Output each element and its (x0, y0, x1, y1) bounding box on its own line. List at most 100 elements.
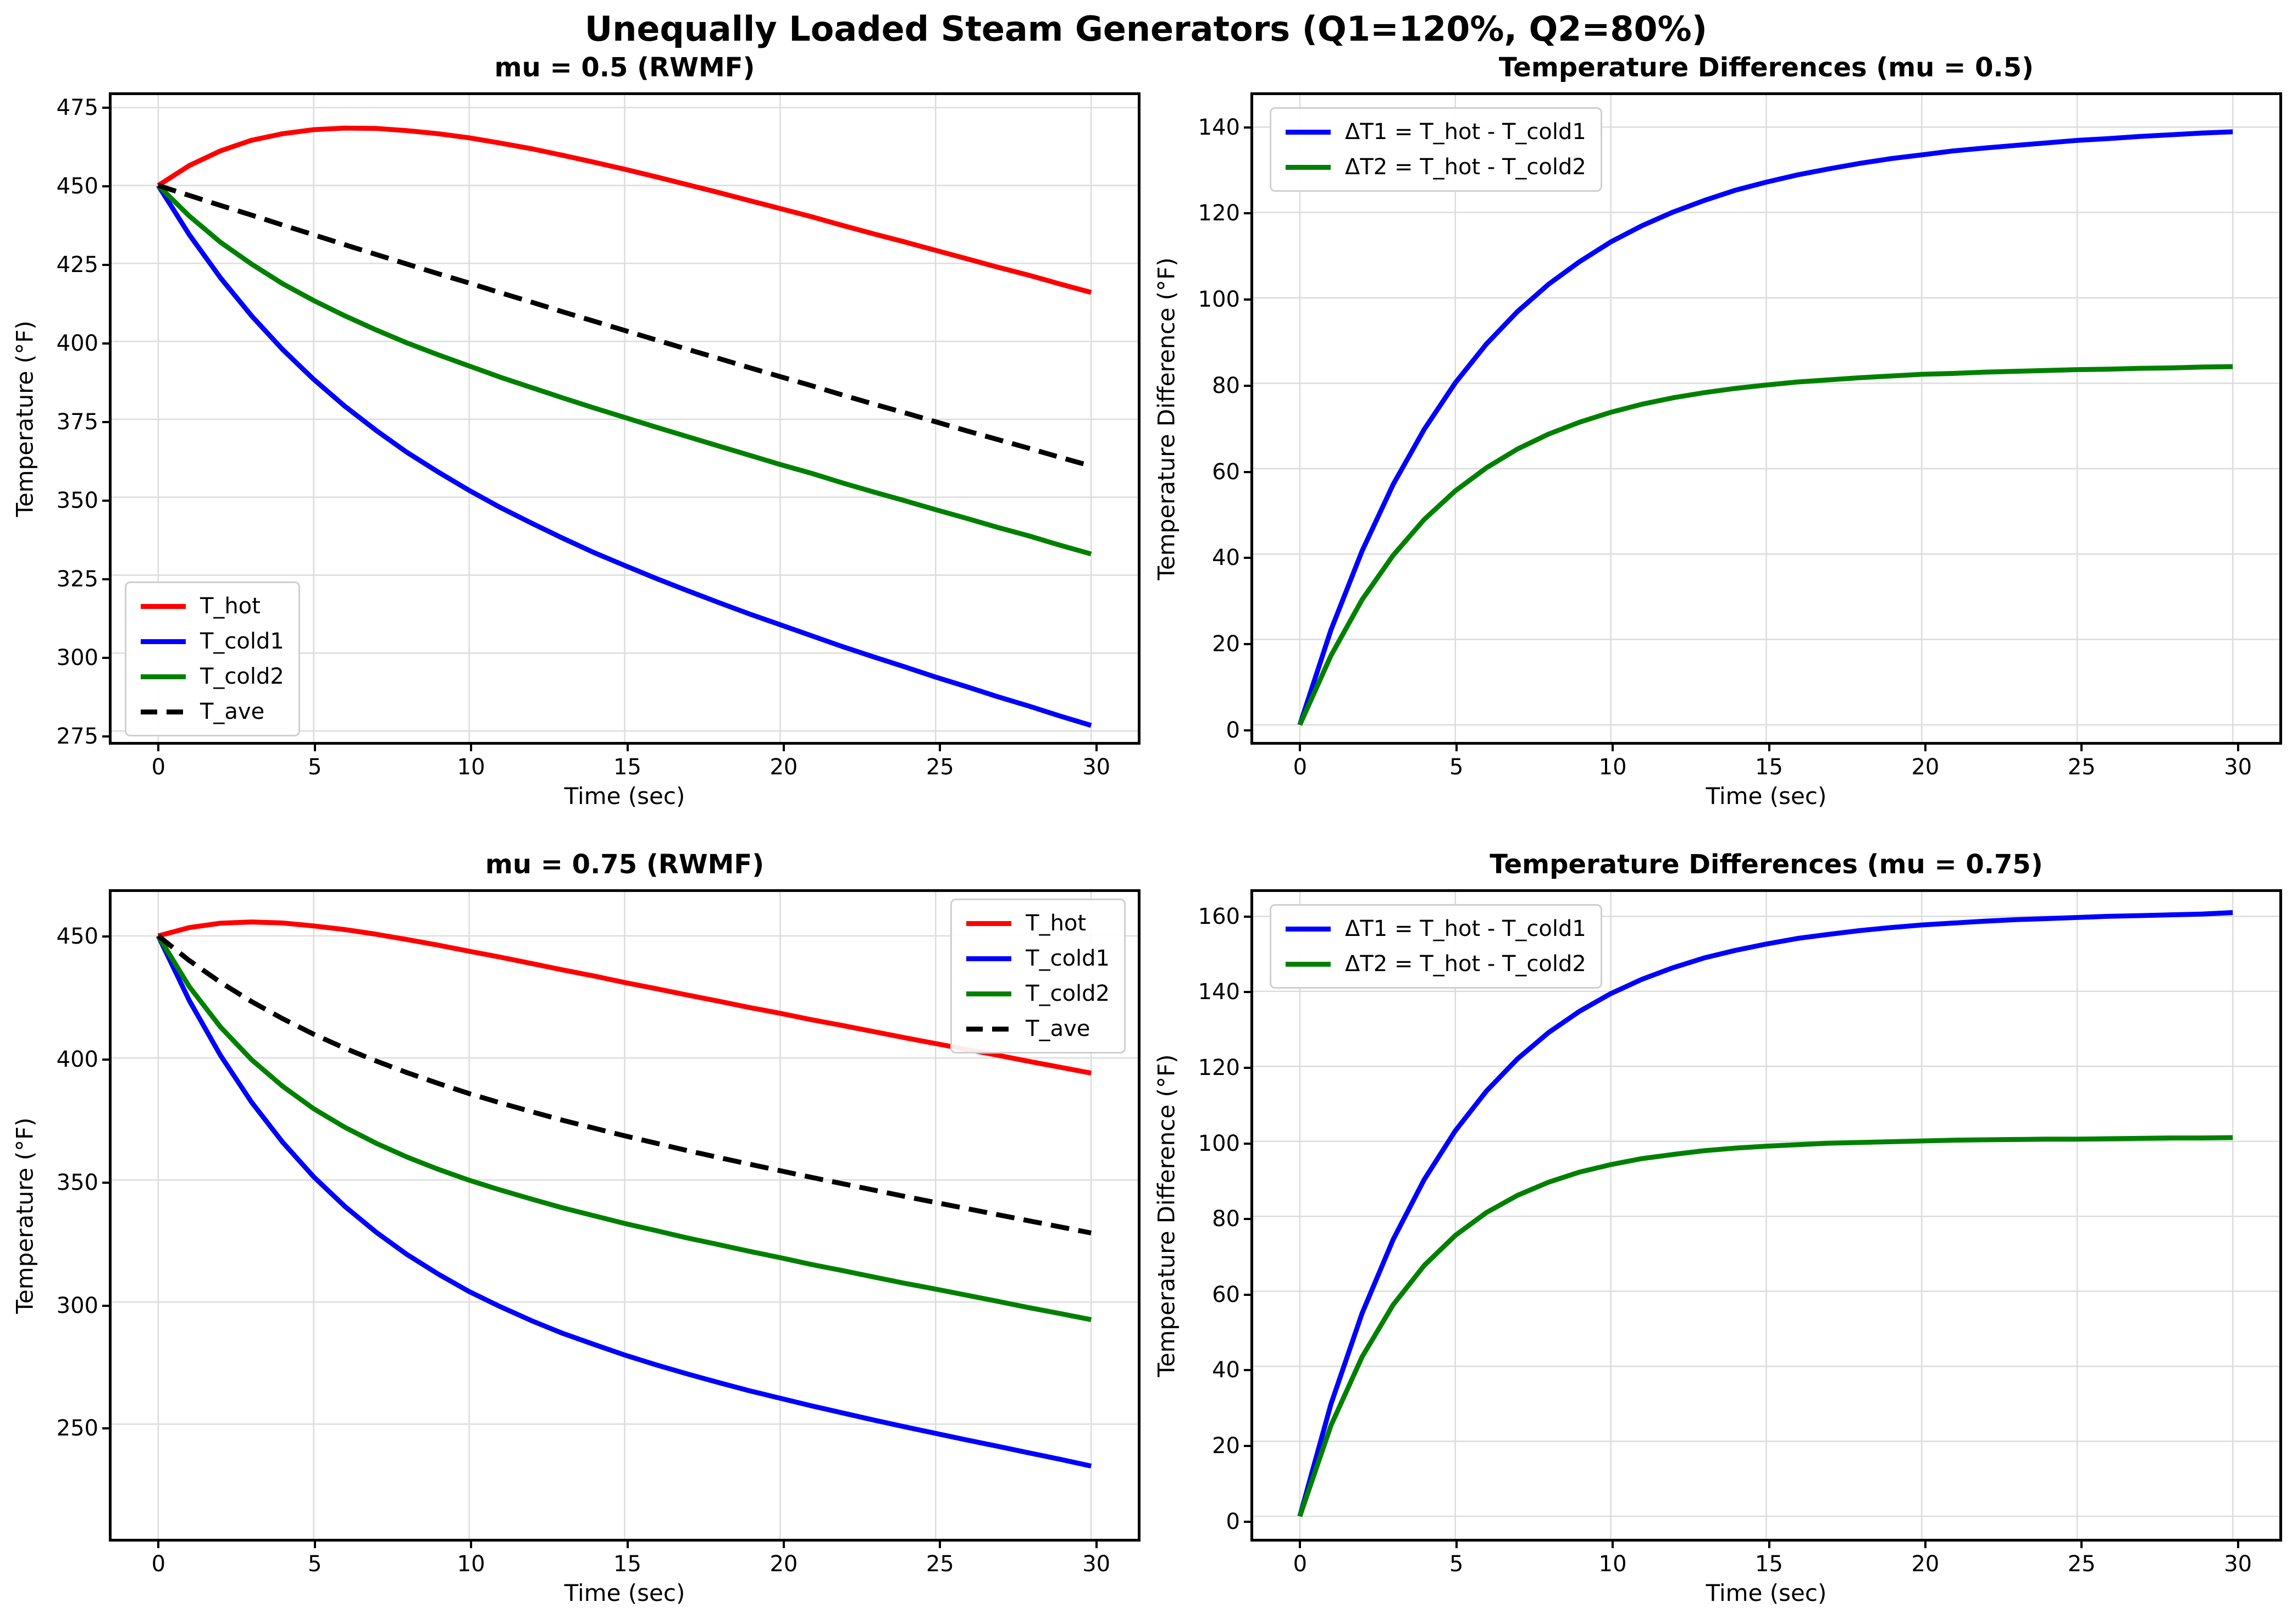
x-tick-label: 0 (1293, 755, 1308, 780)
x-tick-mark (626, 1539, 629, 1548)
legend-line-sample-T_ave (966, 1026, 1012, 1032)
legend-item: ΔT1 = T_hot - T_cold1 (1286, 914, 1586, 943)
x-tick-mark (1095, 742, 1098, 751)
y-axis-label: Temperature Difference (°F) (1153, 1054, 1180, 1377)
x-tick-label: 20 (769, 1551, 798, 1577)
x-tick-mark (470, 1539, 473, 1548)
series-line-dT2 (1297, 1135, 2233, 1517)
x-tick-label: 5 (1449, 755, 1464, 780)
plot-canvas (1253, 892, 2279, 1539)
y-tick-mark (102, 185, 112, 187)
y-tick-label: 300 (56, 1293, 98, 1318)
x-tick-mark (782, 742, 785, 751)
subplot-temp-differences-mu-05: Temperature Differences (mu = 0.5) Tempe… (1153, 52, 2282, 810)
legend-label: T_cold2 (1026, 981, 1110, 1006)
x-tick-mark (939, 1539, 942, 1548)
series-line-T_cold1 (156, 934, 1092, 1468)
y-axis-label: Temperature (°F) (11, 1117, 38, 1314)
y-tick-mark (1244, 991, 1253, 994)
y-tick-mark (102, 1058, 112, 1061)
x-tick-label: 30 (2224, 1551, 2252, 1577)
y-tick-mark (1244, 212, 1253, 215)
y-tick-label: 0 (1226, 717, 1240, 743)
legend-line-sample-dT1 (1286, 129, 1331, 135)
y-tick-label: 20 (1212, 631, 1240, 657)
legend-item: T_ave (966, 1015, 1110, 1043)
x-tick-label: 15 (1755, 755, 1783, 780)
x-tick-label: 15 (613, 1551, 641, 1577)
legend-item: T_cold1 (966, 944, 1110, 973)
legend-item: T_hot (141, 592, 284, 620)
y-tick-label: 400 (56, 1046, 98, 1072)
x-tick-mark (2080, 742, 2083, 751)
y-tick-mark (1244, 470, 1253, 473)
x-tick-mark (782, 1539, 785, 1548)
y-tick-label: 20 (1212, 1433, 1240, 1459)
legend-label: T_cold1 (200, 629, 284, 654)
series-line-T_ave (157, 934, 1092, 1235)
x-tick-mark (939, 742, 942, 751)
legend-label: T_ave (1026, 1016, 1090, 1041)
x-axis-label: Time (sec) (1706, 1579, 1827, 1606)
series-line-T_hot (157, 125, 1092, 295)
x-tick-mark (1768, 1539, 1770, 1548)
x-tick-label: 10 (457, 1551, 485, 1577)
legend-line-sample-dT2 (1286, 164, 1331, 170)
y-tick-mark (1244, 1369, 1253, 1372)
y-tick-label: 450 (56, 173, 98, 199)
y-tick-mark (1244, 126, 1253, 129)
y-tick-label: 140 (1198, 979, 1240, 1005)
y-axis-label: Temperature (°F) (11, 320, 38, 517)
legend-item: T_ave (141, 697, 284, 726)
y-tick-mark (102, 420, 112, 423)
y-tick-label: 400 (56, 330, 98, 356)
x-tick-label: 20 (1911, 1551, 1940, 1577)
y-tick-label: 60 (1212, 1282, 1240, 1307)
x-tick-mark (1924, 1539, 1926, 1548)
x-tick-mark (2236, 742, 2239, 751)
y-tick-mark (102, 499, 112, 502)
x-tick-label: 30 (1082, 755, 1111, 780)
x-tick-mark (1612, 742, 1614, 751)
legend-item: ΔT2 = T_hot - T_cold2 (1286, 950, 1586, 978)
x-tick-mark (157, 742, 160, 751)
series-line-dT2 (1297, 364, 2233, 726)
y-tick-label: 475 (56, 95, 98, 120)
x-tick-label: 30 (1082, 1551, 1111, 1577)
y-tick-mark (102, 263, 112, 266)
y-tick-mark (102, 935, 112, 938)
y-tick-label: 0 (1226, 1509, 1240, 1534)
legend: T_hot T_cold1 T_cold2 T_ave (125, 581, 300, 736)
series-line-T_ave (157, 183, 1092, 469)
legend-line-sample-T_hot (141, 603, 186, 609)
x-tick-label: 10 (457, 755, 485, 780)
y-tick-mark (102, 1427, 112, 1430)
legend-line-sample-dT2 (1286, 961, 1331, 967)
subplot-title: Temperature Differences (mu = 0.5) (1498, 52, 2034, 83)
x-tick-label: 25 (926, 1551, 954, 1577)
series-line-T_hot (157, 919, 1092, 1076)
y-tick-label: 375 (56, 409, 98, 435)
y-tick-mark (102, 656, 112, 659)
legend-label: ΔT2 = T_hot - T_cold2 (1345, 951, 1586, 977)
legend-label: ΔT1 = T_hot - T_cold1 (1345, 119, 1586, 145)
x-tick-mark (313, 1539, 316, 1548)
legend-line-sample-T_cold2 (141, 674, 186, 679)
legend-item: ΔT1 = T_hot - T_cold1 (1286, 118, 1586, 146)
legend-label: T_cold1 (1026, 946, 1110, 971)
x-tick-label: 5 (307, 755, 322, 780)
y-tick-label: 80 (1212, 1206, 1240, 1232)
y-tick-mark (1244, 384, 1253, 387)
legend: ΔT1 = T_hot - T_cold1 ΔT2 = T_hot - T_col… (1270, 107, 1602, 192)
y-tick-mark (1244, 729, 1253, 731)
y-tick-label: 425 (56, 252, 98, 278)
subplot-title: mu = 0.5 (RWMF) (494, 52, 755, 83)
y-tick-mark (102, 735, 112, 738)
x-tick-label: 20 (769, 755, 798, 780)
x-tick-mark (2080, 1539, 2083, 1548)
x-tick-mark (626, 742, 629, 751)
x-tick-label: 15 (613, 755, 641, 780)
y-tick-mark (102, 106, 112, 109)
x-tick-label: 30 (2224, 755, 2252, 780)
legend-label: T_ave (200, 699, 265, 724)
